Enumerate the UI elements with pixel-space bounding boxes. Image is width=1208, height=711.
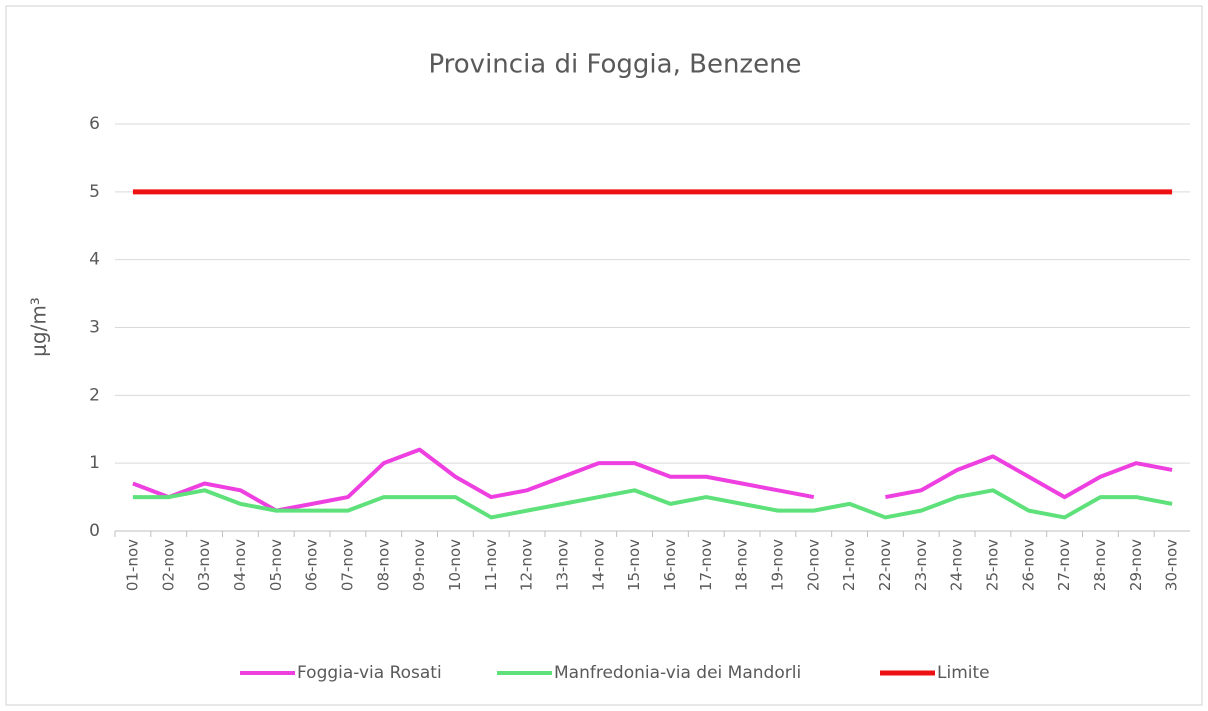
x-tick-label: 14-nov (589, 539, 607, 591)
x-tick-label: 29-nov (1127, 539, 1145, 591)
x-tick-label: 04-nov (231, 539, 249, 591)
x-tick-label: 22-nov (876, 539, 894, 591)
x-tick-label: 30-nov (1163, 539, 1181, 591)
x-tick-label: 02-nov (159, 539, 177, 591)
x-tick-label: 13-nov (553, 539, 571, 591)
x-tick-label: 10-nov (446, 539, 464, 591)
x-tick-label: 25-nov (983, 539, 1001, 591)
x-tick-label: 26-nov (1019, 539, 1037, 591)
y-tick-label: 4 (89, 250, 100, 270)
x-tick-label: 06-nov (303, 539, 321, 591)
x-tick-label: 27-nov (1055, 539, 1073, 591)
x-tick-label: 08-nov (374, 539, 392, 591)
y-tick-label: 1 (89, 453, 100, 473)
series-line (132, 447, 1173, 513)
x-tick-label: 17-nov (697, 539, 715, 591)
x-tick-label: 09-nov (410, 539, 428, 591)
y-tick-label: 3 (89, 318, 100, 338)
series-line (132, 488, 1173, 520)
x-tick-label: 05-nov (267, 539, 285, 591)
y-tick-label: 5 (89, 182, 100, 202)
x-tick-label: 12-nov (518, 539, 536, 591)
x-tick-label: 07-nov (338, 539, 356, 591)
x-tick-label: 20-nov (804, 539, 822, 591)
x-tick-label: 24-nov (948, 539, 966, 591)
x-tick-label: 11-nov (482, 539, 500, 591)
legend-label: Manfredonia-via dei Mandorli (554, 663, 801, 683)
legend-label: Limite (937, 663, 990, 683)
chart-frame (5, 5, 1203, 706)
x-tick-label: 18-nov (733, 539, 751, 591)
x-tick-label: 28-nov (1091, 539, 1109, 591)
x-tick-label: 03-nov (195, 539, 213, 591)
x-tick-label: 23-nov (912, 539, 930, 591)
x-tick-label: 19-nov (768, 539, 786, 591)
x-tick-label: 15-nov (625, 539, 643, 591)
y-tick-label: 2 (89, 385, 100, 405)
chart-title: Provincia di Foggia, Benzene (428, 50, 801, 80)
y-axis-label: μg/m³ (27, 297, 51, 357)
x-tick-label: 01-nov (123, 539, 141, 591)
x-tick-label: 21-nov (840, 539, 858, 591)
legend-label: Foggia-via Rosati (297, 663, 442, 683)
y-tick-label: 6 (89, 114, 100, 134)
x-tick-label: 16-nov (661, 539, 679, 591)
y-tick-label: 0 (89, 521, 100, 541)
